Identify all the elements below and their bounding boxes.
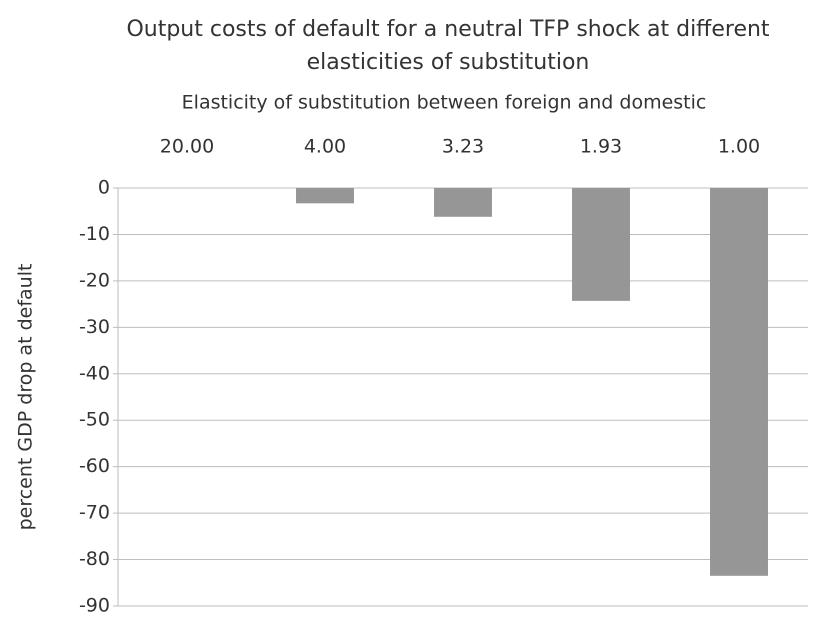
y-tick-label: -40	[79, 362, 110, 384]
x-axis-label: Elasticity of substitution between forei…	[182, 92, 707, 114]
x-tick-label: 1.00	[718, 136, 760, 158]
bar	[710, 188, 768, 576]
x-tick-label: 4.00	[304, 136, 346, 158]
y-axis-label: percent GDP drop at default	[15, 264, 37, 531]
y-tick-label: -80	[79, 548, 110, 570]
y-tick-label: -30	[79, 316, 110, 338]
y-tick-label: -90	[79, 595, 110, 617]
chart-title: elasticities of substitution	[307, 50, 590, 75]
y-tick-label: -10	[79, 223, 110, 245]
y-tick-label: -60	[79, 455, 110, 477]
x-tick-label: 3.23	[442, 136, 484, 158]
y-tick-label: -20	[79, 269, 110, 291]
x-tick-label: 1.93	[580, 136, 622, 158]
y-tick-label: 0	[98, 177, 110, 199]
bar	[434, 188, 492, 217]
chart-title: Output costs of default for a neutral TF…	[126, 17, 769, 42]
y-tick-label: -70	[79, 502, 110, 524]
x-tick-label: 20.00	[160, 136, 214, 158]
bar	[572, 188, 630, 301]
bar	[296, 188, 354, 204]
y-tick-label: -50	[79, 409, 110, 431]
